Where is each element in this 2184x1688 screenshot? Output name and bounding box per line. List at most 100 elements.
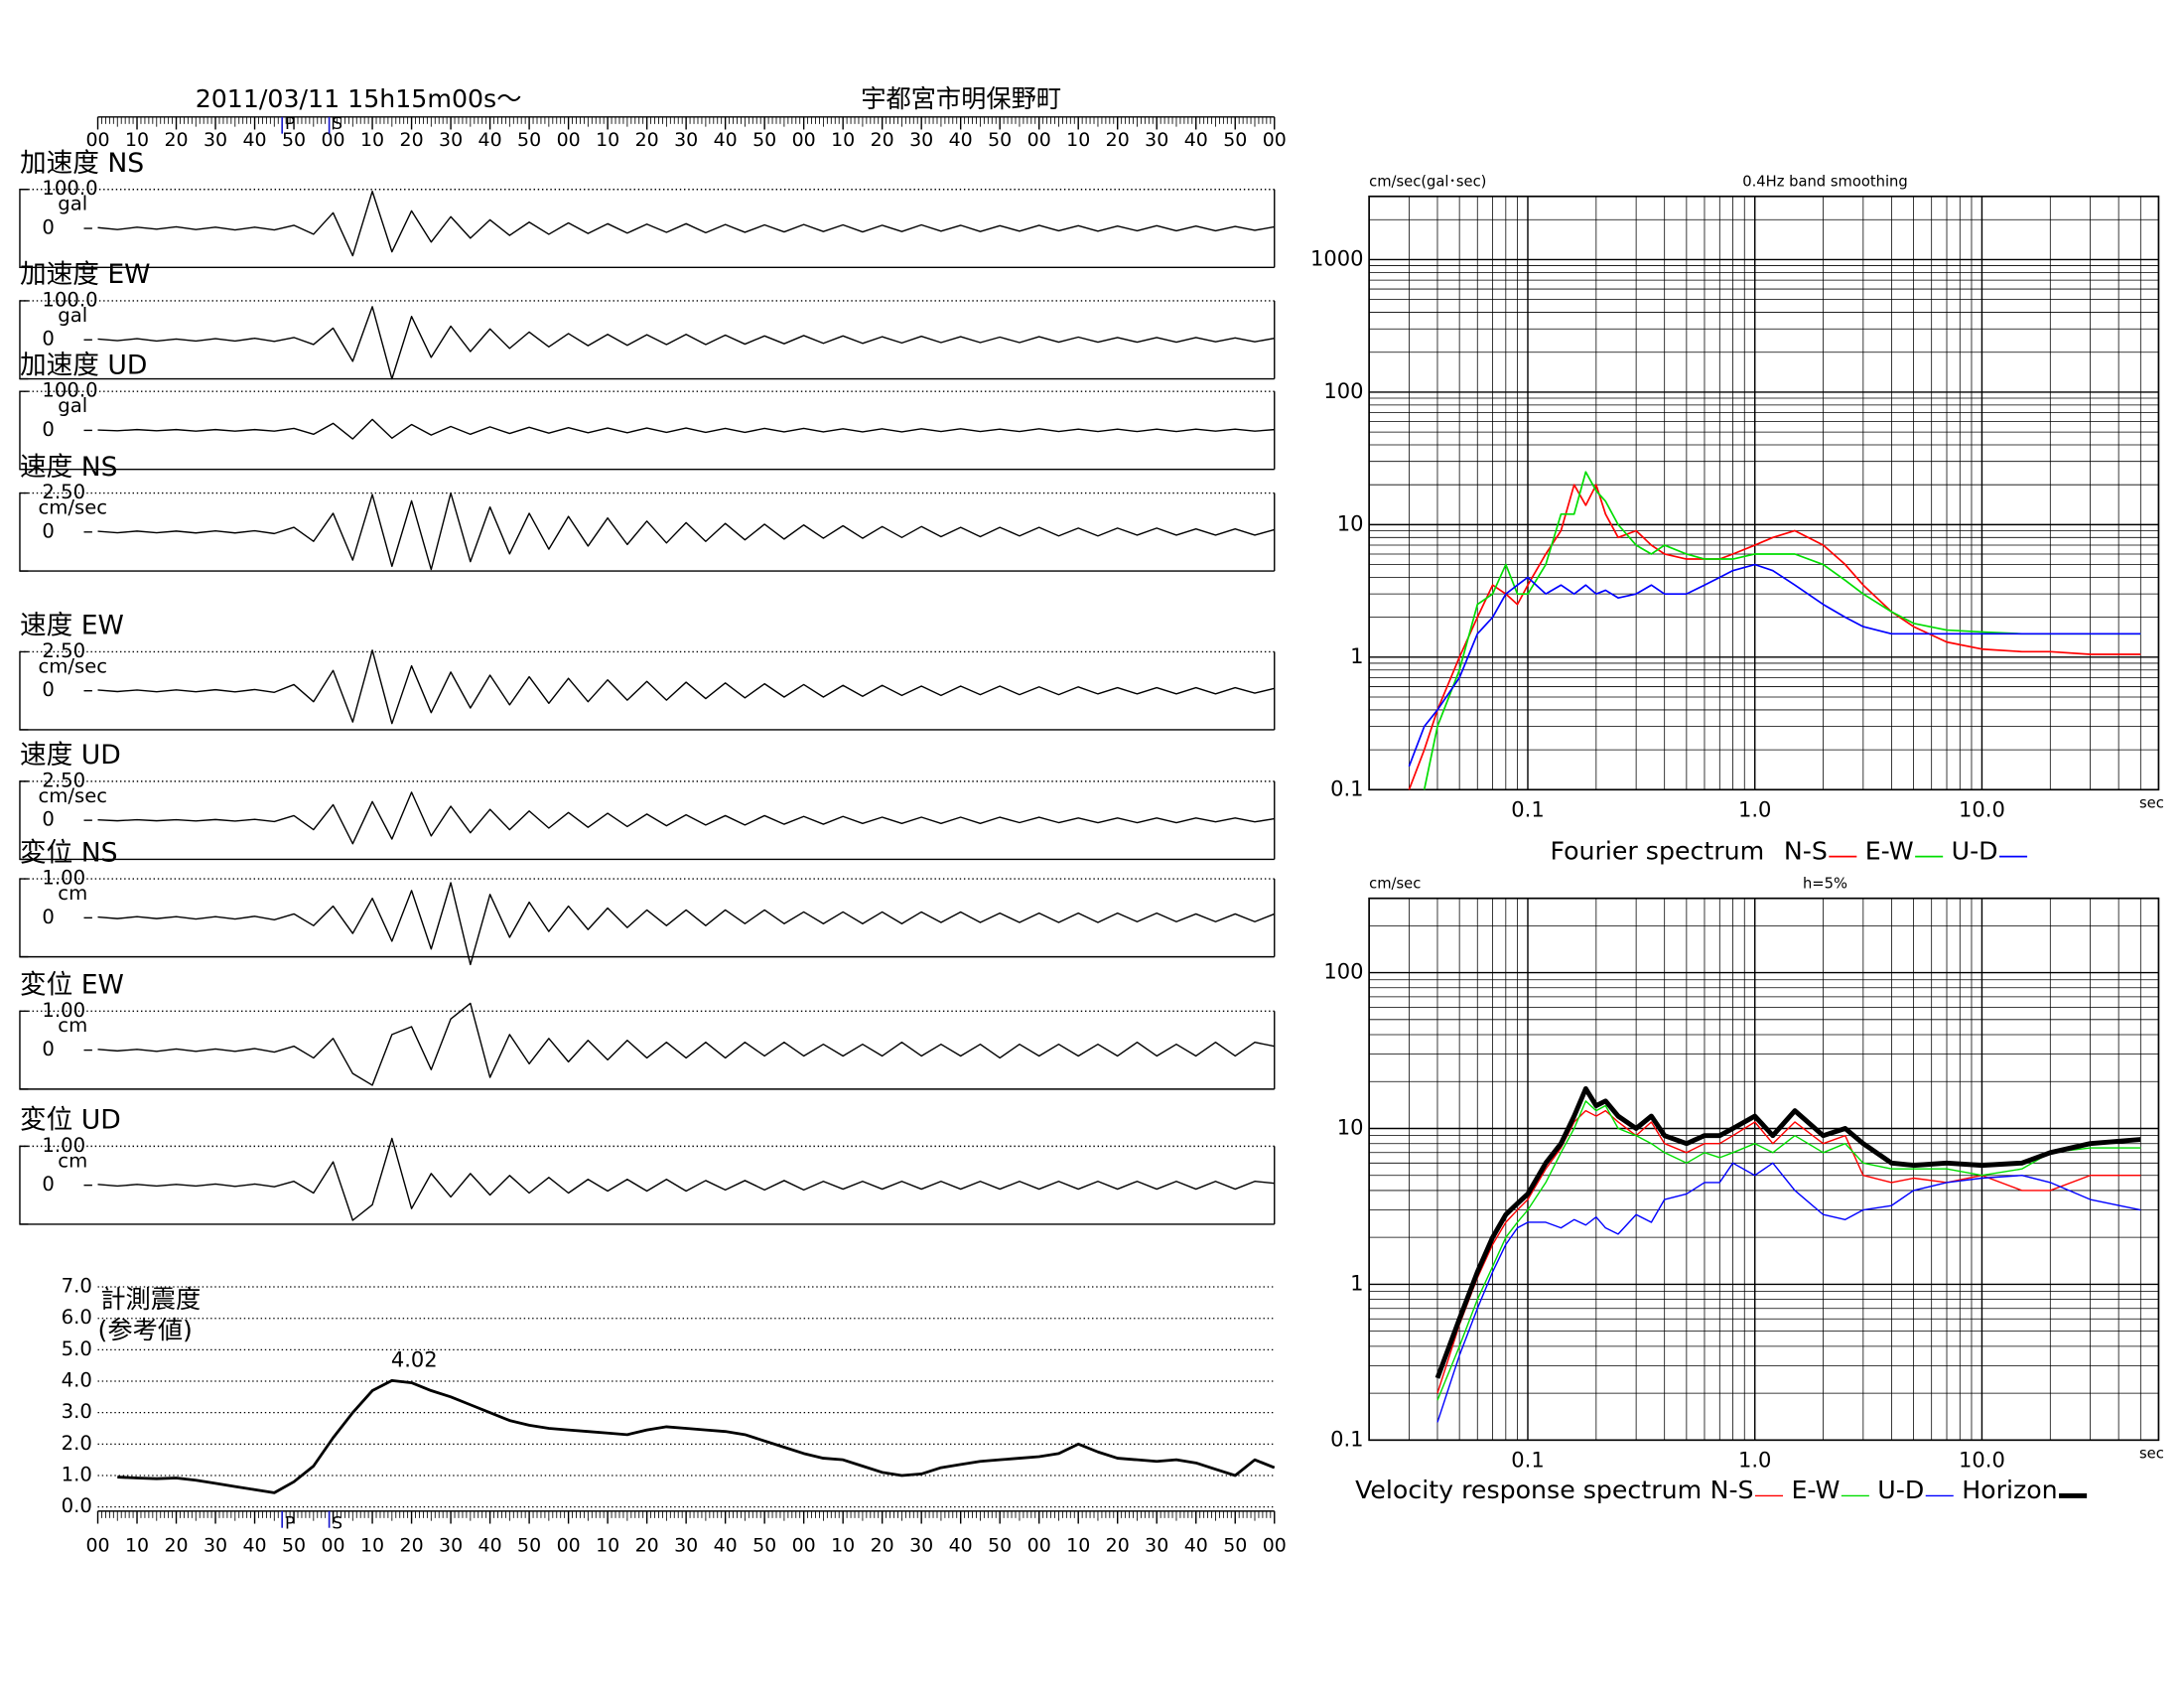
legend-title: Fourier spectrum: [1550, 836, 1764, 865]
waveform: [97, 306, 1275, 380]
time-tick-label: 40: [243, 1534, 267, 1556]
y-tick-label: 100.0: [42, 379, 97, 402]
annotation-point: [390, 1378, 394, 1382]
header-datetime: 2011/03/11 15h15m00s～: [196, 84, 522, 113]
time-tick-label: 30: [674, 129, 698, 151]
time-tick-label: 40: [1184, 129, 1208, 151]
x-tick-label: 0.1: [1511, 796, 1544, 821]
y-tick-label: 0: [42, 328, 55, 351]
y-tick-label: 10: [1337, 510, 1364, 535]
time-tick-label: 40: [243, 129, 267, 151]
time-tick-label: 10: [360, 1534, 384, 1556]
waveform: [97, 418, 1275, 440]
time-tick-label: 00: [1263, 129, 1287, 151]
time-tick-label: 50: [1223, 1534, 1247, 1556]
time-tick-label: 20: [164, 1534, 188, 1556]
waveform: [97, 1137, 1275, 1221]
trace-name: 変位 UD: [20, 1105, 121, 1136]
trace-unit: cm: [58, 1149, 87, 1172]
legend-label: U-D: [1952, 836, 1998, 865]
time-tick-label: 40: [478, 1534, 502, 1556]
x-axis-label: sec: [2139, 1445, 2164, 1462]
trace-unit: cm/sec: [38, 495, 107, 518]
spectrum-line: [1423, 471, 2141, 790]
phase-marker-label: S: [332, 1512, 342, 1532]
waveform: [97, 492, 1275, 571]
phase-marker-label: P: [285, 1512, 295, 1532]
y-tick-label: 0.1: [1330, 775, 1363, 800]
trace-name: 変位 EW: [20, 970, 124, 1001]
waveform: [97, 791, 1275, 845]
time-tick-label: 40: [714, 129, 738, 151]
y-tick-label: 2.50: [42, 639, 85, 662]
y-tick-label: 0: [42, 678, 55, 701]
time-tick-label: 50: [517, 129, 541, 151]
time-tick-label: 00: [792, 1534, 816, 1556]
time-tick-label: 00: [557, 1534, 581, 1556]
intensity-line: [117, 1378, 1276, 1494]
time-tick-label: 50: [988, 1534, 1012, 1556]
time-tick-label: 00: [322, 1534, 345, 1556]
waveform: [97, 649, 1275, 725]
legend-title: Velocity response spectrum: [1355, 1476, 1702, 1504]
y-axis-label: cm/sec: [1369, 876, 1421, 893]
time-tick-label: 10: [831, 1534, 855, 1556]
trace-name: 速度 EW: [20, 611, 124, 641]
trace-name: 速度 UD: [20, 740, 121, 771]
time-tick-label: 20: [871, 129, 894, 151]
waveform: [97, 191, 1275, 257]
time-tick-label: 00: [792, 129, 816, 151]
y-tick-label: 0: [42, 808, 55, 831]
trace-unit: cm/sec: [38, 784, 107, 807]
time-tick-label: 10: [1066, 129, 1090, 151]
time-tick-label: 00: [85, 1534, 109, 1556]
header-station: 宇都宮市明保野町: [861, 84, 1061, 113]
y-axis-label: cm/sec(gal･sec): [1369, 174, 1486, 191]
y-tick-label: 2.50: [42, 481, 85, 503]
spectrum-line: [1408, 563, 2141, 768]
time-tick-label: 40: [949, 1534, 973, 1556]
time-tick-label: 10: [831, 129, 855, 151]
time-tick-label: 30: [204, 129, 227, 151]
x-axis-label: sec: [2139, 794, 2164, 811]
y-tick-label: 1: [1350, 1270, 1363, 1295]
time-tick-label: 50: [517, 1534, 541, 1556]
legend-label: E-W: [1865, 836, 1914, 865]
trace-unit: gal: [58, 304, 87, 327]
time-tick-label: 30: [204, 1534, 227, 1556]
trace-name: 変位 NS: [20, 837, 118, 868]
time-tick-label: 30: [1145, 1534, 1168, 1556]
y-tick-label: 1.00: [42, 999, 85, 1022]
spectrum-line: [1436, 1109, 2141, 1394]
time-tick-label: 20: [635, 1534, 659, 1556]
x-tick-label: 10.0: [1959, 796, 2005, 821]
time-tick-label: 10: [1066, 1534, 1090, 1556]
legend-label: Horizon: [1962, 1476, 2057, 1504]
time-tick-label: 00: [1263, 1534, 1287, 1556]
time-tick-label: 50: [1223, 129, 1247, 151]
trace-name: 速度 NS: [20, 452, 118, 483]
time-tick-label: 20: [871, 1534, 894, 1556]
time-tick-label: 20: [1106, 1534, 1130, 1556]
time-tick-label: 50: [988, 129, 1012, 151]
time-tick-label: 40: [949, 129, 973, 151]
trace-unit: cm: [58, 1014, 87, 1037]
trace-unit: gal: [58, 193, 87, 215]
time-tick-label: 30: [909, 129, 933, 151]
legend-label: E-W: [1791, 1476, 1840, 1504]
chart-subtitle: h=5%: [1803, 876, 1847, 893]
phase-marker-label: P: [285, 113, 295, 133]
trace-unit: gal: [58, 394, 87, 417]
x-tick-label: 1.0: [1738, 1447, 1771, 1472]
time-tick-label: 00: [85, 129, 109, 151]
time-tick-label: 30: [439, 129, 463, 151]
plot-frame: [1368, 195, 2160, 791]
chart-title: 計測震度: [100, 1285, 201, 1314]
time-tick-label: 30: [909, 1534, 933, 1556]
time-tick-label: 50: [282, 129, 306, 151]
trace-unit: cm/sec: [38, 654, 107, 677]
time-tick-label: 00: [1027, 1534, 1051, 1556]
legend-label: N-S: [1710, 1476, 1754, 1504]
time-tick-label: 20: [1106, 129, 1130, 151]
